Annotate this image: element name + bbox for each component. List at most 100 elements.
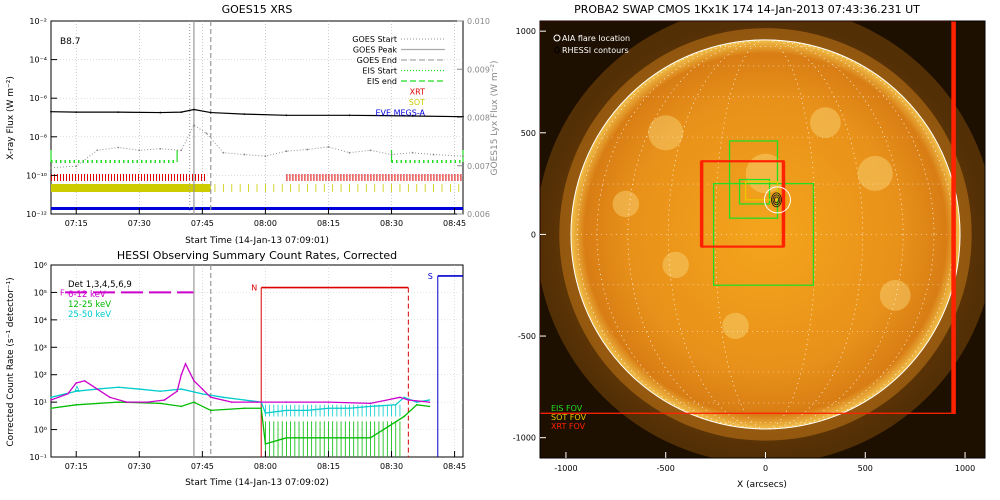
hessi-xtick-label: 08:45 bbox=[443, 462, 466, 471]
goes-coverage-sot bbox=[51, 184, 211, 192]
swap-xtick-label: -500 bbox=[657, 464, 675, 473]
hessi-data-point bbox=[399, 396, 401, 399]
fov-box bbox=[744, 180, 779, 201]
goes-data-point bbox=[75, 165, 78, 168]
hessi-data-point bbox=[176, 390, 178, 393]
rhessi-contour bbox=[771, 192, 782, 208]
goes-y-label-right: GOES15 Lyx Flux (W m⁻²) bbox=[490, 61, 500, 176]
goes-legend-label: GOES Start bbox=[352, 35, 397, 44]
goes-x-axis: 07:15 07:30 07:45 08:00 08:15 08:30 08:45 bbox=[65, 208, 466, 228]
hessi-ytick-label: 10⁻¹ bbox=[29, 453, 47, 462]
goes-ytick-left-label: 10⁻¹² bbox=[26, 210, 47, 219]
rhessi-contour bbox=[772, 194, 781, 206]
hessi-data-point bbox=[209, 409, 212, 412]
goes-ytick-left-label: 10⁻⁶ bbox=[29, 94, 47, 103]
swap-title: PROBA2 SWAP CMOS 1Kx1K 174 14-Jan-2013 0… bbox=[574, 3, 920, 16]
hessi-xtick-label: 08:15 bbox=[317, 462, 340, 471]
goes-xtick-label: 08:00 bbox=[254, 219, 277, 228]
goes-ytick-right-label: 0.006 bbox=[467, 210, 490, 219]
goes-data-point bbox=[205, 132, 208, 135]
hessi-ytick-label: 10³ bbox=[34, 343, 47, 352]
swap-legend-top: AIA flare location RHESSI contours bbox=[553, 34, 630, 55]
longitude-gridline bbox=[714, 39, 817, 430]
goes-plot-area bbox=[50, 21, 464, 214]
active-region bbox=[879, 280, 911, 311]
goes-xtick-label: 08:30 bbox=[380, 219, 403, 228]
hessi-data-point bbox=[256, 401, 258, 403]
goes-xtick-label: 07:30 bbox=[128, 219, 151, 228]
hessi-data-point bbox=[369, 402, 372, 405]
hessi-data-point bbox=[184, 362, 187, 365]
goes-xtick-label: 07:15 bbox=[65, 219, 88, 228]
hessi-series-line bbox=[50, 362, 430, 405]
hessi-data-point bbox=[75, 390, 78, 393]
hessi-y-axis: 10⁶ 10⁵ 10⁴ 10³ 10² 10¹ 10⁰ 10⁻¹ bbox=[29, 261, 57, 462]
hessi-data-point bbox=[415, 404, 418, 406]
fov-box bbox=[712, 182, 815, 286]
swap-legend-fov: XRT FOV bbox=[551, 422, 586, 431]
hessi-data-point bbox=[222, 396, 225, 399]
hessi-data-point bbox=[415, 401, 418, 403]
goes-legend-label: GOES End bbox=[357, 56, 397, 65]
goes-data-point bbox=[306, 148, 309, 151]
hessi-data-point bbox=[117, 386, 120, 389]
hessi-data-point bbox=[159, 390, 162, 393]
goes-legend-label: EVE MEGS-A bbox=[375, 109, 425, 118]
swap-ytick-label: -500 bbox=[518, 332, 536, 341]
goes-xtick-label: 07:45 bbox=[191, 219, 214, 228]
goes-y-label-left: X-ray Flux (W m⁻²) bbox=[6, 76, 16, 160]
hessi-ytick-label: 10⁰ bbox=[34, 426, 47, 435]
goes-class-label: B8.7 bbox=[60, 37, 81, 47]
swap-ytick-label: 0 bbox=[531, 230, 536, 239]
hessi-flag-s: S bbox=[428, 272, 433, 281]
active-region bbox=[722, 312, 749, 340]
goes-legend-label: XRT bbox=[410, 88, 425, 97]
active-region bbox=[857, 155, 893, 192]
hessi-legend-label: 25-50 keV bbox=[68, 310, 111, 320]
hessi-flag-f: F bbox=[60, 288, 65, 297]
goes-ytick-left-label: 10⁻¹⁰ bbox=[26, 171, 47, 180]
hessi-data-point bbox=[50, 407, 52, 410]
goes-data-point bbox=[432, 153, 435, 156]
aia-legend-icon bbox=[553, 34, 561, 42]
hessi-x-axis: 07:15 07:30 07:45 08:00 08:15 08:30 08:45 bbox=[65, 451, 466, 471]
hessi-plot-area: F N S A bbox=[50, 265, 463, 457]
fov-box bbox=[728, 140, 779, 219]
goes-xtick-label: 08:45 bbox=[443, 219, 466, 228]
hessi-data-point bbox=[201, 393, 204, 395]
hessi-data-point bbox=[403, 396, 405, 399]
goes-series-long bbox=[50, 108, 464, 118]
goes-data-point bbox=[180, 111, 183, 114]
goes-ytick-left-label: 10⁻⁸ bbox=[29, 133, 47, 142]
goes-coverage-eve_megs_a bbox=[51, 207, 463, 210]
goes-ytick-right-label: 0.007 bbox=[467, 162, 490, 171]
hessi-data-point bbox=[193, 379, 195, 382]
hessi-data-point bbox=[260, 407, 263, 410]
hessi-series-line bbox=[50, 386, 430, 414]
hessi-data-point bbox=[75, 404, 78, 406]
swap-ytick-label: 1000 bbox=[516, 27, 536, 36]
longitude-gridline bbox=[627, 39, 904, 430]
hessi-panel: HESSI Observing Summary Count Rates, Cor… bbox=[6, 249, 466, 488]
swap-panel: PROBA2 SWAP CMOS 1Kx1K 174 14-Jan-2013 0… bbox=[513, 3, 986, 490]
hessi-data-point bbox=[159, 402, 162, 405]
goes-data-point bbox=[117, 111, 120, 114]
swap-legend-rhessi: RHESSI contours bbox=[562, 46, 629, 55]
swap-legend-fov: SOT FOV bbox=[551, 413, 587, 422]
hessi-data-point bbox=[407, 399, 410, 401]
hessi-xtick-label: 08:30 bbox=[380, 462, 403, 471]
hessi-data-point bbox=[50, 399, 52, 401]
hessi-ytick-label: 10² bbox=[34, 371, 47, 380]
hessi-data-point bbox=[428, 399, 431, 401]
goes-data-point bbox=[462, 155, 464, 158]
goes-data-point bbox=[222, 151, 225, 154]
swap-xtick-label: 0 bbox=[763, 464, 768, 473]
goes-data-point bbox=[117, 146, 120, 149]
hessi-data-point bbox=[180, 405, 183, 408]
swap-ytick-label: 500 bbox=[521, 129, 536, 138]
goes-ytick-left-label: 10⁻⁴ bbox=[29, 56, 47, 65]
goes-data-point bbox=[75, 111, 78, 114]
hessi-ytick-label: 10⁵ bbox=[34, 288, 47, 297]
